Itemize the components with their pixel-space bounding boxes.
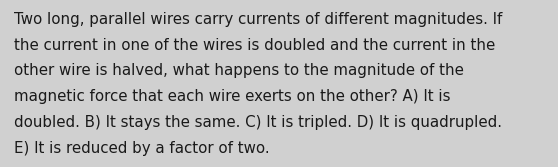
- Text: doubled. B) It stays the same. C) It is tripled. D) It is quadrupled.: doubled. B) It stays the same. C) It is …: [14, 115, 502, 130]
- Text: magnetic force that each wire exerts on the other? A) It is: magnetic force that each wire exerts on …: [14, 89, 450, 104]
- Text: E) It is reduced by a factor of two.: E) It is reduced by a factor of two.: [14, 141, 270, 156]
- Text: other wire is halved, what happens to the magnitude of the: other wire is halved, what happens to th…: [14, 63, 464, 78]
- Text: Two long, parallel wires carry currents of different magnitudes. If: Two long, parallel wires carry currents …: [14, 12, 502, 27]
- Text: the current in one of the wires is doubled and the current in the: the current in one of the wires is doubl…: [14, 38, 495, 53]
